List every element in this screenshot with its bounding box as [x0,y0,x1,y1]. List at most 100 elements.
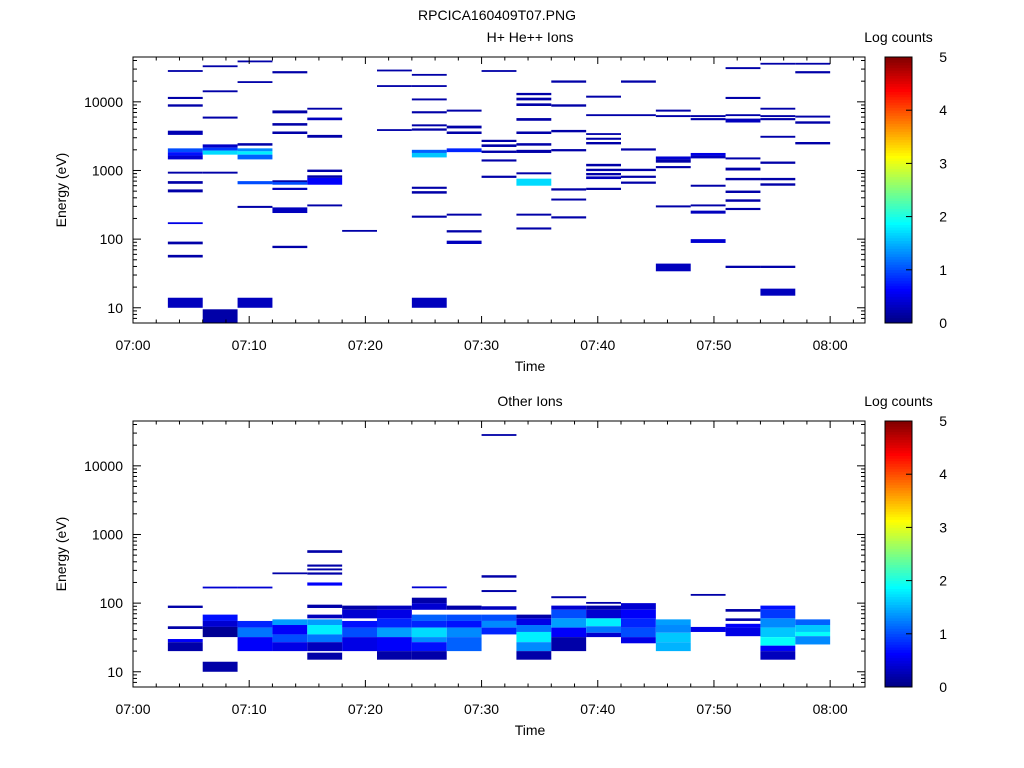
heatmap-cell [586,632,621,638]
heatmap-cell [167,189,203,193]
heatmap-cell [167,222,203,225]
heatmap-cell [411,124,447,127]
colorbar-segment [885,609,912,613]
colorbar-segment [885,612,912,616]
heatmap-cell [167,254,203,258]
heatmap-cell [446,148,482,153]
colorbar-segment [885,657,912,661]
colorbar-segment [885,142,912,146]
colorbar-segment [885,57,912,61]
heatmap-cell [690,210,726,214]
colorbar-segment [885,285,912,289]
heatmap-cell [307,564,343,567]
heatmap-cell [795,636,831,645]
colorbar-segment [885,272,912,276]
heatmap-cell [377,627,412,638]
colorbar-segment [885,139,912,143]
colorbar-segment [885,471,912,475]
heatmap-cell [621,618,656,628]
heatmap-cell [167,639,203,643]
colorbar-segment [885,107,912,111]
heatmap-cell [621,168,656,172]
heatmap-cell [481,614,517,621]
heatmap-cell [760,645,796,652]
heatmap-cell [725,265,761,268]
colorbar-segment [885,203,912,207]
colorbar-segment [885,681,912,685]
heatmap-cell [551,80,587,83]
colorbar-segment [885,623,912,627]
colorbar-segment [885,192,912,196]
colorbar-segment [885,567,912,571]
heatmap-cell [446,213,482,216]
colorbar-tick-label: 3 [939,155,947,171]
colorbar-segment [885,307,912,311]
heatmap-cell [446,131,482,134]
heatmap-cell [272,634,308,643]
heatmap-cell [586,163,621,167]
heatmap-cell [377,618,412,628]
x-tick-label: 07:00 [115,701,150,717]
colorbar-segment [885,527,912,531]
heatmap-cell [411,627,447,638]
heatmap-cell [586,626,621,633]
colorbar-segment [885,88,912,92]
x-tick-label: 07:30 [464,701,499,717]
heatmap-cell [167,626,203,629]
heatmap-cell [655,263,691,272]
colorbar-segment [885,251,912,255]
colorbar-segment [885,78,912,82]
heatmap-cell [516,642,552,652]
heatmap-cell [586,137,621,140]
colorbar-segment [885,593,912,597]
heatmap-cell [411,186,447,189]
heatmap-cell [202,661,238,672]
colorbar-segment [885,144,912,148]
heatmap-cell [446,614,482,621]
heatmap-cell [237,154,273,160]
heatmap-cell [516,618,552,626]
heatmap-cell [446,605,482,610]
colorbar-segment [885,205,912,210]
heatmap-cell [481,150,517,153]
colorbar-segment [885,583,912,587]
colorbar-tick-label: 0 [939,315,947,331]
heatmap-cell [202,614,238,621]
heatmap-cell [760,135,796,138]
heatmap-cell [690,115,726,118]
heatmap-cell [655,115,691,118]
colorbar-segment [885,591,912,595]
colorbar-segment [885,572,912,576]
heatmap-cell [516,131,552,134]
heatmap-cell [272,71,308,74]
colorbar-segment [885,615,912,619]
colorbar-segment [885,291,912,295]
colorbar-segment [885,673,912,677]
heatmap-cell [237,148,273,152]
colorbar-segment [885,633,912,637]
heatmap-cell [795,115,831,118]
panel-title: H+ He++ Ions [487,29,574,45]
heatmap-cells [167,434,831,672]
heatmap-cell [586,172,621,176]
colorbar-segment [885,551,912,555]
colorbar-segment [885,676,912,680]
heatmap-cell [307,572,343,575]
heatmap-cell [516,97,552,101]
colorbar-tick-label: 3 [939,519,947,535]
heatmap-cell [551,605,587,610]
heatmap-cell [202,309,238,323]
heatmap-cell [411,85,447,87]
colorbar-segment [885,227,912,231]
colorbar-segment [885,59,912,63]
heatmap-cell [586,95,621,98]
colorbar-tick-label: 1 [939,626,947,642]
colorbar-frame [884,56,913,324]
colorbar-segment [885,213,912,217]
colorbar-segment [885,498,912,502]
heatmap-cell [551,216,587,219]
heatmap-cell [237,586,273,589]
heatmap-cell [690,152,726,156]
colorbar-segment [885,256,912,260]
colorbar-segment [885,506,912,510]
